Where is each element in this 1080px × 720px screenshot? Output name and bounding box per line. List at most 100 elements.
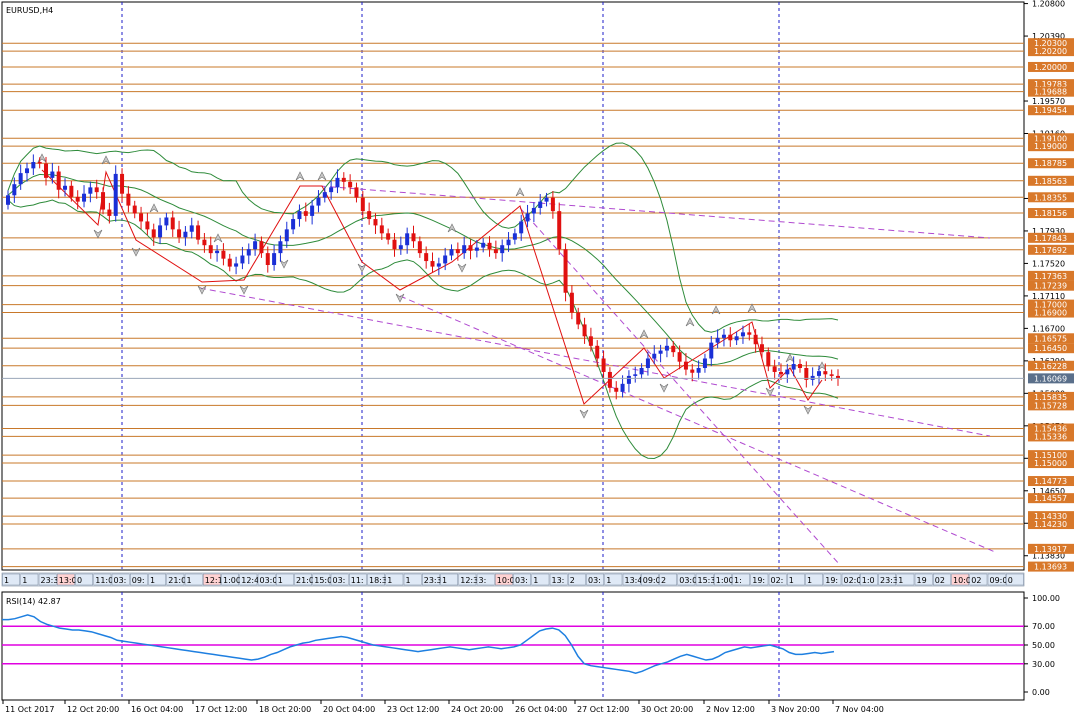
candle-bull [12,184,17,196]
candle-bull [272,253,277,266]
candle-bear [94,187,99,193]
time-strip-cell [312,573,331,586]
candle-bear [170,217,175,230]
fractal-up-marker [149,203,159,213]
time-strip-cell [878,573,896,586]
time-strip-cell [768,573,787,586]
candle-bear [607,371,612,388]
time-strip-cell [148,573,166,586]
time-strip-label: 19 [917,576,927,585]
candle-bear [468,245,473,251]
level-price-label: 1.17239 [1034,282,1067,291]
candle-bull [721,334,726,338]
level-price-tag: 1.13917 [1028,543,1074,554]
level-price-label: 1.16228 [1034,362,1067,371]
trend-line[interactable] [519,207,841,566]
time-axis-label: 26 Oct 04:00 [515,705,567,714]
trend-line[interactable] [199,287,991,437]
fractal-up-marker [639,329,649,339]
time-strip-label: 13:00 [59,576,82,585]
candle-bull [474,247,479,251]
price-tick-label: 1.19570 [1032,97,1065,106]
time-strip-label: 1 [533,576,538,585]
level-price-label: 1.20000 [1034,63,1067,72]
candle-bull [519,221,524,234]
candle-bear [614,387,619,392]
fractal-down-marker [579,409,589,419]
fractal-down-marker [239,285,249,295]
candle-bear [582,324,587,337]
time-axis-label: 24 Oct 20:00 [451,705,503,714]
candle-bull [816,371,821,376]
trend-line[interactable] [399,295,996,553]
candle-bull [785,369,790,375]
level-price-tag: 1.19783 [1028,79,1074,90]
price-tick-label: 1.20390 [1032,32,1065,41]
time-strip-label: 1 [789,576,794,585]
candle-bull [626,375,631,384]
candle-bear [747,332,752,335]
fractal-down-marker [131,247,141,257]
zigzag-line [41,169,823,405]
rsi-title: RSI(14) 42.87 [6,597,61,606]
candle-bear [677,352,682,362]
fractal-down-marker [765,387,775,397]
candle-bear [360,197,365,212]
level-price-tag: 1.17363 [1028,270,1074,281]
time-strip-cell [330,573,349,586]
candle-bear [196,225,201,240]
fractal-down-marker [93,229,103,239]
candle-bull [525,213,530,222]
candle-bull [709,342,714,359]
level-price-tag: 1.17239 [1028,280,1074,291]
candles [6,154,840,400]
candle-bull [436,263,441,267]
time-axis-label: 23 Oct 12:00 [387,705,439,714]
time-strip-label: 02:00 [844,576,867,585]
time-strip-label: 1 [898,576,903,585]
level-price-label: 1.15436 [1034,425,1067,434]
candle-bear [221,250,226,259]
level-price-label: 1.14330 [1034,512,1067,521]
candle-bear [493,249,498,254]
candle-bear [563,249,568,293]
time-strip-cell [549,573,568,586]
time-strip-label: 0 [77,576,82,585]
time-strip-label: 03: [515,576,528,585]
candle-bear [341,177,346,182]
candle-bear [392,239,397,250]
level-price-label: 1.16450 [1034,344,1067,353]
time-strip-label: 13: [552,576,565,585]
level-price-tag: 1.17000 [1028,299,1074,310]
time-strip-cell [422,573,440,586]
current-price-label: 1.16069 [1034,374,1067,383]
level-price-tag: 1.20300 [1028,38,1074,49]
level-price-tag: 1.19688 [1028,86,1074,97]
candle-bear [69,185,74,197]
level-price-label: 1.17692 [1034,246,1067,255]
candle-bear [728,334,733,341]
time-strip-cell [403,573,422,586]
candle-bull [443,255,448,264]
candle-bear [836,375,840,379]
candle-bull [664,345,669,351]
candle-bull [82,193,87,202]
candle-bear [208,245,213,254]
candle-bear [424,253,429,262]
time-strip-label: 21:00 [168,576,191,585]
candle-bear [367,211,372,220]
time-strip-cell [823,573,842,586]
candle-bull [335,177,340,188]
candle-bull [240,255,245,264]
candle-bear [550,197,555,212]
fractal-down-marker [197,285,207,295]
time-strip-label: 03: [333,576,346,585]
level-price-label: 1.20300 [1034,39,1067,48]
time-strip-label: 03:00 [260,576,283,585]
trend-line[interactable] [319,185,991,239]
candle-bull [234,263,239,267]
time-strip-cell [933,573,951,586]
bb-upper-line [7,142,839,333]
